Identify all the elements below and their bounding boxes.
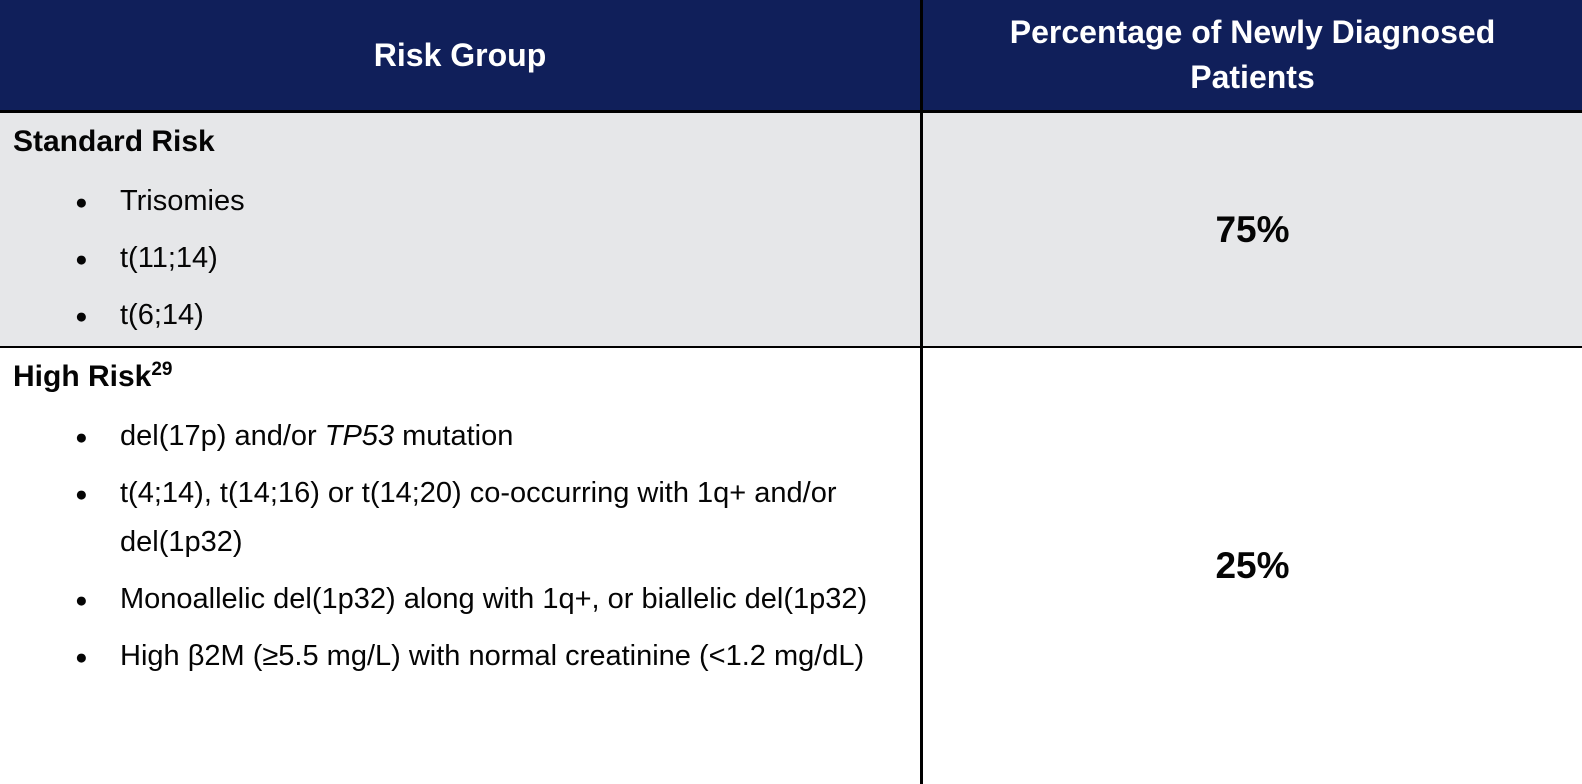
table-row-standard-risk: Standard Risk Trisomies t(11;14) t(6;14)… — [0, 113, 1582, 348]
standard-risk-percentage-cell: 75% — [923, 113, 1582, 346]
high-risk-cell: High Risk29 del(17p) and/or TP53 mutatio… — [0, 348, 923, 784]
list-item: t(11;14) — [13, 234, 906, 284]
list-item: High β2M (≥5.5 mg/L) with normal creatin… — [13, 632, 906, 682]
bullet-trisomies: Trisomies — [120, 185, 245, 217]
high-risk-bullet-list: del(17p) and/or TP53 mutation t(4;14), t… — [13, 412, 906, 682]
high-risk-title-text: High Risk — [13, 360, 152, 393]
high-risk-percentage-cell: 25% — [923, 348, 1582, 784]
bullet-translocations-1q: t(4;14), t(14;16) or t(14;20) co-occurri… — [120, 477, 837, 558]
bullet-del17p-suffix: mutation — [394, 420, 514, 452]
standard-risk-title: Standard Risk — [13, 121, 906, 163]
standard-risk-title-text: Standard Risk — [13, 125, 215, 158]
bullet-beta2m: High β2M (≥5.5 mg/L) with normal creatin… — [120, 640, 865, 672]
header-percentage-label: Percentage of Newly Diagnosed Patients — [1009, 14, 1496, 95]
list-item: Monoallelic del(1p32) along with 1q+, or… — [13, 575, 906, 625]
bullet-t11-14: t(11;14) — [120, 242, 218, 274]
standard-risk-percentage-value: 75% — [1215, 208, 1290, 250]
list-item: t(6;14) — [13, 291, 906, 341]
list-item: del(17p) and/or TP53 mutation — [13, 412, 906, 462]
bullet-monoallelic-del1p32: Monoallelic del(1p32) along with 1q+, or… — [120, 583, 868, 615]
high-risk-reference-superscript: 29 — [151, 359, 173, 380]
header-risk-group-label: Risk Group — [373, 36, 547, 73]
bullet-del17p-prefix: del(17p) and/or — [120, 420, 325, 452]
standard-risk-bullet-list: Trisomies t(11;14) t(6;14) — [13, 177, 906, 341]
header-cell-risk-group: Risk Group — [0, 0, 923, 110]
table-row-high-risk: High Risk29 del(17p) and/or TP53 mutatio… — [0, 348, 1582, 784]
high-risk-percentage-value: 25% — [1215, 545, 1290, 586]
bullet-t6-14: t(6;14) — [120, 299, 204, 331]
high-risk-title: High Risk29 — [13, 356, 906, 398]
bullet-tp53-gene-name: TP53 — [324, 420, 395, 452]
list-item: t(4;14), t(14;16) or t(14;20) co-occurri… — [13, 469, 906, 567]
standard-risk-cell: Standard Risk Trisomies t(11;14) t(6;14) — [0, 113, 923, 346]
header-cell-percentage: Percentage of Newly Diagnosed Patients — [923, 0, 1582, 110]
list-item: Trisomies — [13, 177, 906, 227]
table-header-row: Risk Group Percentage of Newly Diagnosed… — [0, 0, 1582, 113]
